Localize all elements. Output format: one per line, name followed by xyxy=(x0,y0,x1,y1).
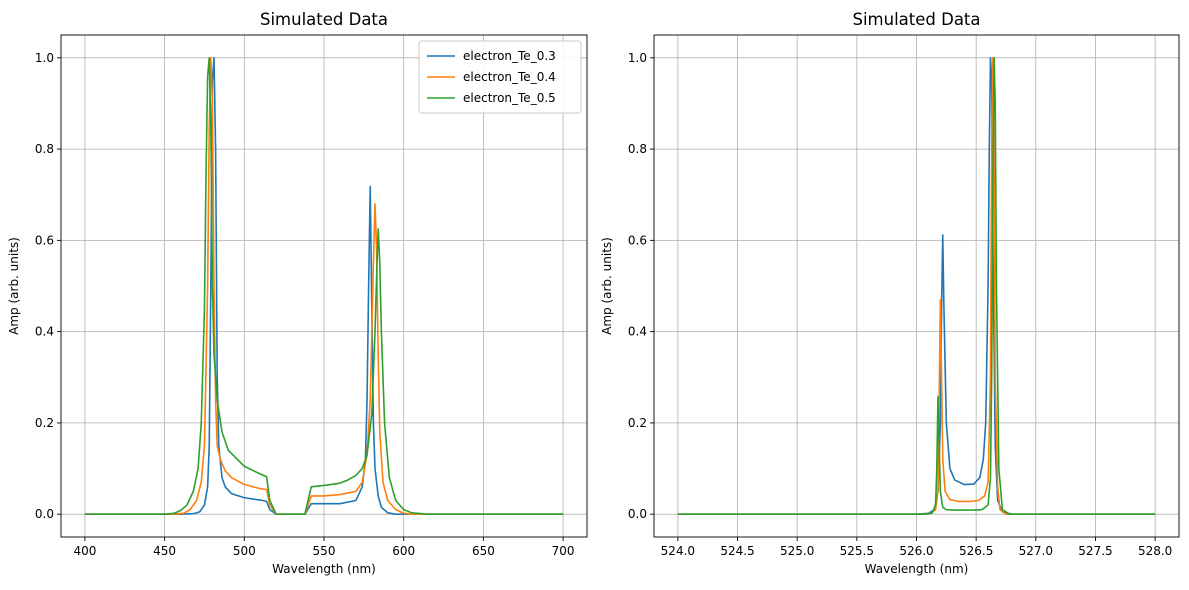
y-tick-label: 0.4 xyxy=(35,325,54,339)
x-tick-label: 500 xyxy=(233,544,256,558)
x-tick-label: 528.0 xyxy=(1138,544,1172,558)
legend-label-1: electron_Te_0.3 xyxy=(463,49,556,63)
x-axis-label: Wavelength (nm) xyxy=(865,562,969,576)
x-tick-label: 700 xyxy=(552,544,575,558)
x-tick-label: 527.0 xyxy=(1019,544,1053,558)
x-tick-label: 527.5 xyxy=(1078,544,1112,558)
left-chart-panel: 400 450 500 550 600 650 700 0.0 0.2 0.4 0.6 0.8 1.0 S… xyxy=(7,10,588,576)
x-tick-label: 525.5 xyxy=(840,544,874,558)
chart-title: Simulated Data xyxy=(260,10,388,29)
chart-title: Simulated Data xyxy=(852,10,980,29)
x-tick-label: 524.0 xyxy=(661,544,695,558)
x-tick-label: 600 xyxy=(392,544,415,558)
y-tick-label: 0.4 xyxy=(628,325,647,339)
right-chart-panel: 524.0 524.5 525.0 525.5 526.0 526.5 527.0 527.5… xyxy=(600,10,1180,576)
x-tick-label: 400 xyxy=(73,544,96,558)
y-tick-label: 0.0 xyxy=(35,507,54,521)
x-tick-label: 526.0 xyxy=(899,544,933,558)
x-tick-label: 524.5 xyxy=(720,544,754,558)
y-tick-label: 1.0 xyxy=(35,51,54,65)
x-tick-label: 526.5 xyxy=(959,544,993,558)
legend-box xyxy=(418,40,582,114)
y-tick-label: 0.8 xyxy=(35,142,54,156)
series-line-2 xyxy=(677,57,1156,515)
y-tick-label: 0.0 xyxy=(628,507,647,521)
x-axis-label: Wavelength (nm) xyxy=(272,562,376,576)
series-line-3 xyxy=(84,57,564,515)
y-tick-label: 0.6 xyxy=(35,233,54,247)
x-tick-label: 550 xyxy=(313,544,336,558)
legend-label-2: electron_Te_0.4 xyxy=(463,70,556,84)
y-tick-label: 0.8 xyxy=(628,142,647,156)
legend-label-3: electron_Te_0.5 xyxy=(463,91,556,105)
y-tick-label: 0.6 xyxy=(628,233,647,247)
x-tick-label: 650 xyxy=(472,544,495,558)
y-tick-label: 1.0 xyxy=(628,51,647,65)
y-tick-label: 0.2 xyxy=(35,416,54,430)
y-tick-label: 0.2 xyxy=(628,416,647,430)
series-line-3 xyxy=(677,57,1156,515)
x-tick-label: 450 xyxy=(153,544,176,558)
x-tick-label: 525.0 xyxy=(780,544,814,558)
y-axis-label: Amp (arb. units) xyxy=(7,237,21,335)
y-axis-label: Amp (arb. units) xyxy=(600,237,614,335)
